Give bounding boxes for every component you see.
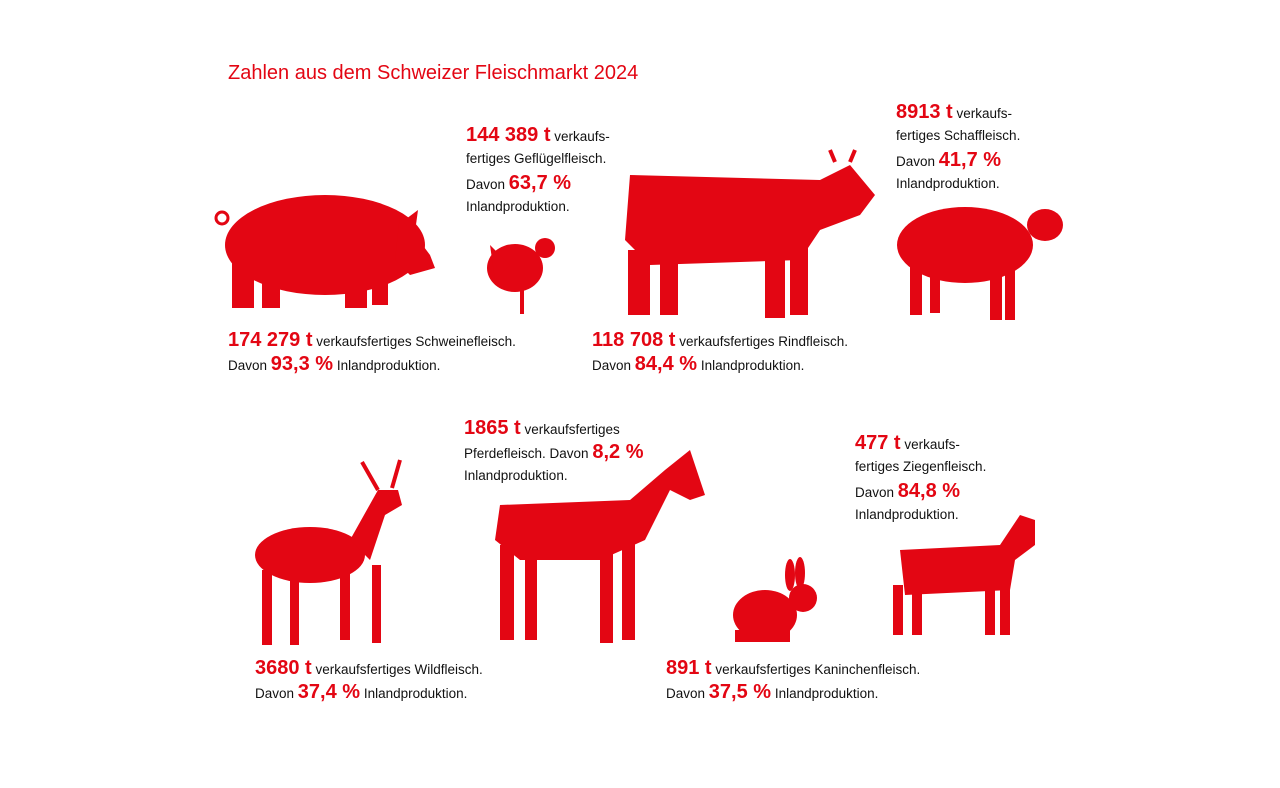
fact-line: Davon 37,4 % Inlandproduktion. xyxy=(255,680,483,704)
fact-line: Pferdefleisch. Davon 8,2 % xyxy=(464,440,644,464)
text: Davon xyxy=(896,154,936,169)
text: Davon xyxy=(666,686,706,701)
highlight: 84,8 % xyxy=(897,480,961,502)
fact-line: 891 t verkaufsfertiges Kaninchenfleisch. xyxy=(666,656,920,680)
text: verkaufs- xyxy=(904,437,960,452)
text: Inlandproduktion. xyxy=(700,358,805,373)
highlight: 37,5 % xyxy=(708,681,772,703)
fact-line: fertiges Ziegenfleisch. xyxy=(855,455,986,479)
text: verkaufsfertiges Schweinefleisch. xyxy=(316,334,516,349)
highlight: 477 t xyxy=(855,432,901,454)
text: Inlandproduktion. xyxy=(363,686,468,701)
horse xyxy=(495,450,705,643)
text: verkaufsfertiges xyxy=(524,422,620,437)
text: Inlandproduktion. xyxy=(464,468,568,483)
text: verkaufs- xyxy=(554,129,610,144)
goat xyxy=(893,515,1035,635)
highlight: 8,2 % xyxy=(592,441,644,463)
text: Pferdefleisch. Davon xyxy=(464,446,589,461)
fact-line: Davon 37,5 % Inlandproduktion. xyxy=(666,680,920,704)
sheep xyxy=(897,207,1063,320)
text: Inlandproduktion. xyxy=(855,507,959,522)
rabbit xyxy=(733,557,817,642)
fact-line: Inlandproduktion. xyxy=(896,172,1020,196)
fact-line: 118 708 t verkaufsfertiges Rindfleisch. xyxy=(592,328,848,352)
fact: 144 389 t verkaufs-fertiges Geflügelflei… xyxy=(466,123,610,219)
text: Davon xyxy=(855,485,895,500)
text: Inlandproduktion. xyxy=(336,358,441,373)
text: fertiges Schaffleisch. xyxy=(896,128,1021,143)
highlight: 63,7 % xyxy=(508,172,572,194)
highlight: 93,3 % xyxy=(270,353,334,375)
fact: 174 279 t verkaufsfertiges Schweinefleis… xyxy=(228,328,516,376)
fact-line: 174 279 t verkaufsfertiges Schweinefleis… xyxy=(228,328,516,352)
text: Davon xyxy=(228,358,268,373)
highlight: 41,7 % xyxy=(938,149,1002,171)
highlight: 37,4 % xyxy=(297,681,361,703)
text: verkaufs- xyxy=(956,106,1013,121)
fact: 891 t verkaufsfertiges Kaninchenfleisch.… xyxy=(666,656,920,704)
text: fertiges Ziegenfleisch. xyxy=(855,459,987,474)
fact-line: Davon 41,7 % xyxy=(896,148,1020,172)
fact-line: Davon 93,3 % Inlandproduktion. xyxy=(228,352,516,376)
fact-line: Inlandproduktion. xyxy=(855,503,986,527)
text: Inlandproduktion. xyxy=(896,176,1000,191)
fact-line: fertiges Schaffleisch. xyxy=(896,124,1020,148)
fact-line: 3680 t verkaufsfertiges Wildfleisch. xyxy=(255,656,483,680)
fact: 118 708 t verkaufsfertiges Rindfleisch. D… xyxy=(592,328,848,376)
text: fertiges Geflügelfleisch. xyxy=(466,151,607,166)
title: Zahlen aus dem Schweizer Fleischmarkt 20… xyxy=(228,62,639,84)
fact-line: Davon 63,7 % xyxy=(466,171,610,195)
highlight: 174 279 t xyxy=(228,329,313,351)
fact-line: 477 t verkaufs- xyxy=(855,431,986,455)
highlight: 1865 t xyxy=(464,417,521,439)
fact: 3680 t verkaufsfertiges Wildfleisch. Davo… xyxy=(255,656,483,704)
deer xyxy=(255,459,402,645)
fact-line: 144 389 t verkaufs- xyxy=(466,123,610,147)
highlight: 144 389 t xyxy=(466,124,551,146)
text: Davon xyxy=(466,177,506,192)
fact-line: Davon 84,8 % xyxy=(855,479,986,503)
highlight: 3680 t xyxy=(255,657,312,679)
highlight: 118 708 t xyxy=(592,329,676,351)
fact-line: Inlandproduktion. xyxy=(466,195,610,219)
fact-line: Inlandproduktion. xyxy=(464,464,644,488)
highlight: 891 t xyxy=(666,657,712,679)
text: Inlandproduktion. xyxy=(466,199,570,214)
fact-line: 8913 t verkaufs- xyxy=(896,100,1020,124)
fact-line: fertiges Geflügelfleisch. xyxy=(466,147,610,171)
text: Inlandproduktion. xyxy=(774,686,879,701)
chicken xyxy=(487,238,555,314)
fact-line: Davon 84,4 % Inlandproduktion. xyxy=(592,352,848,376)
text: Davon xyxy=(255,686,295,701)
text: verkaufsfertiges Wildfleisch. xyxy=(315,662,483,677)
fact: 8913 t verkaufs-fertiges Schaffleisch. Da… xyxy=(896,100,1020,196)
fact: 477 t verkaufs-fertiges Ziegenfleisch. Da… xyxy=(855,431,986,527)
cow xyxy=(625,149,875,318)
highlight: 84,4 % xyxy=(634,353,698,375)
fact-line: 1865 t verkaufsfertiges xyxy=(464,416,644,440)
text: verkaufsfertiges Kaninchenfleisch. xyxy=(715,662,921,677)
fact: 1865 t verkaufsfertiges Pferdefleisch. Da… xyxy=(464,416,644,488)
highlight: 8913 t xyxy=(896,101,953,123)
pig xyxy=(214,195,435,308)
text: verkaufsfertiges Rindfleisch. xyxy=(679,334,849,349)
text: Davon xyxy=(592,358,632,373)
